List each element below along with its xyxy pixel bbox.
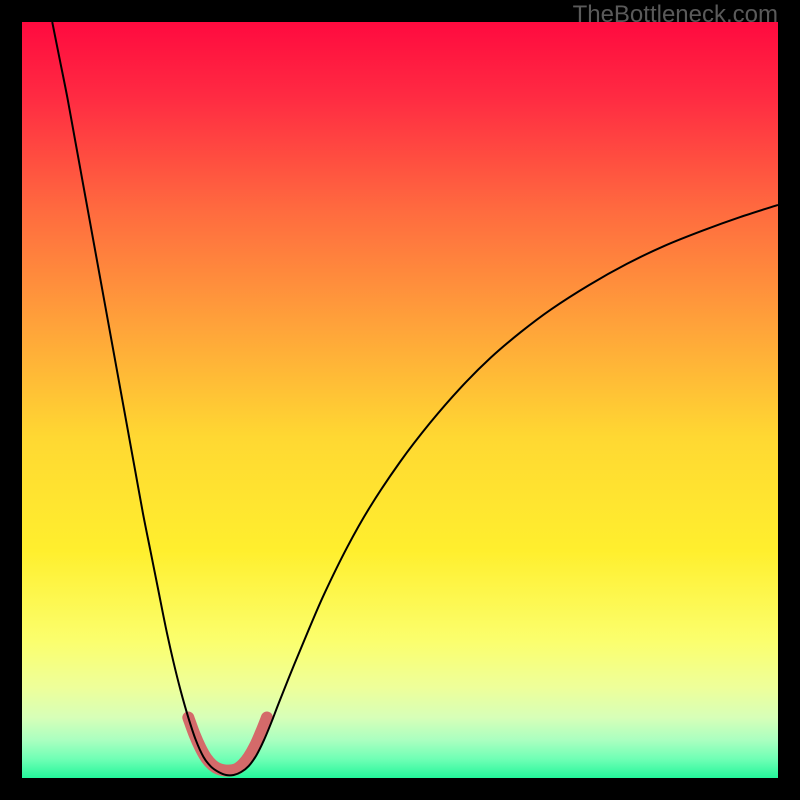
- gradient-background: [22, 22, 778, 778]
- chart-frame: TheBottleneck.com: [0, 0, 800, 800]
- watermark-text: TheBottleneck.com: [573, 1, 778, 29]
- bottleneck-chart: [0, 0, 800, 800]
